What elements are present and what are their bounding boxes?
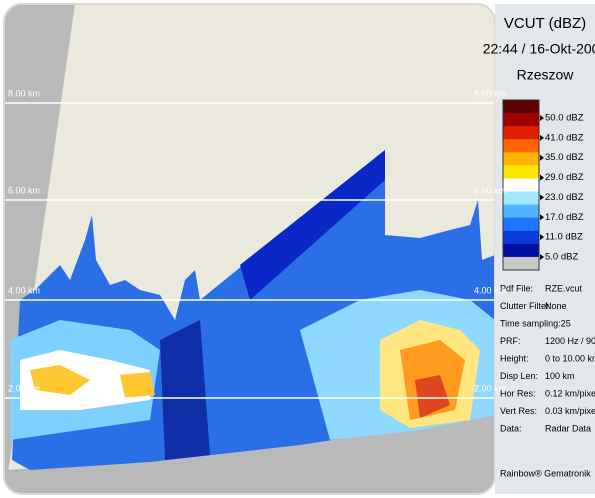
info-key: Vert Res: bbox=[500, 406, 537, 416]
scale-swatch bbox=[503, 126, 539, 140]
height-label: 6.00 km bbox=[8, 185, 40, 195]
info-key: PRF: bbox=[500, 336, 521, 346]
scale-swatch bbox=[503, 152, 539, 166]
height-label: 2.00 km bbox=[474, 383, 506, 393]
height-label: 8.00 km bbox=[8, 88, 40, 98]
datetime: 22:44 / 16-Okt-2004 bbox=[483, 41, 595, 57]
info-value: 100 km bbox=[545, 371, 575, 381]
scale-label: 50.0 dBZ bbox=[545, 113, 584, 124]
scale-label: 23.0 dBZ bbox=[545, 192, 584, 203]
height-label: 2.00 km bbox=[8, 383, 40, 393]
scale-label: 17.0 dBZ bbox=[545, 212, 584, 223]
info-key: Clutter Filter: bbox=[500, 301, 552, 311]
info-value: 0 to 10.00 km bbox=[545, 353, 595, 363]
info-key: Height: bbox=[500, 353, 529, 363]
scale-label: 35.0 dBZ bbox=[545, 152, 584, 163]
info-key: Data: bbox=[500, 423, 522, 433]
site: Rzeszow bbox=[517, 67, 575, 83]
scale-label: 5.0 dBZ bbox=[545, 252, 578, 263]
scale-swatch bbox=[503, 178, 539, 192]
info-value: 0.12 km/pixel bbox=[545, 388, 595, 398]
scale-swatch bbox=[503, 257, 539, 271]
scale-swatch bbox=[503, 165, 539, 179]
echo-orange bbox=[120, 372, 155, 398]
info-value: 1200 Hz / 900 Hz bbox=[545, 336, 595, 346]
product: VCUT (dBZ) bbox=[504, 15, 586, 32]
scale-swatch bbox=[503, 218, 539, 232]
vertical-cut bbox=[4, 4, 495, 494]
height-label: 6.00 km bbox=[474, 185, 506, 195]
scale-swatch bbox=[503, 100, 539, 114]
scale-swatch bbox=[503, 192, 539, 206]
scale-swatch bbox=[503, 113, 539, 127]
info-value: None bbox=[545, 301, 567, 311]
info-value: 0.03 km/pixel bbox=[545, 406, 595, 416]
info-value: Radar Data bbox=[545, 423, 591, 433]
info-key: Disp Len: bbox=[500, 371, 538, 381]
footer: Rainbow® Gematronik bbox=[500, 468, 591, 478]
scale-label: 41.0 dBZ bbox=[545, 132, 584, 143]
scale-swatch bbox=[503, 139, 539, 153]
scale-swatch bbox=[503, 231, 539, 245]
scale-swatch bbox=[503, 205, 539, 219]
info-value: RZE.vcut bbox=[545, 283, 583, 293]
scale-label: 11.0 dBZ bbox=[545, 232, 583, 243]
scale-label: 29.0 dBZ bbox=[545, 172, 584, 183]
info-key: Time sampling:25 bbox=[500, 318, 571, 328]
height-label: 4.00 km bbox=[474, 285, 506, 295]
height-label: 4.00 km bbox=[8, 285, 40, 295]
radar-window: VCUT (dBZ) 22:44 / 16-Okt-2004 Rzeszow 5… bbox=[0, 0, 595, 498]
height-label: 8.00 km bbox=[474, 88, 506, 98]
scale-swatch bbox=[503, 244, 539, 258]
